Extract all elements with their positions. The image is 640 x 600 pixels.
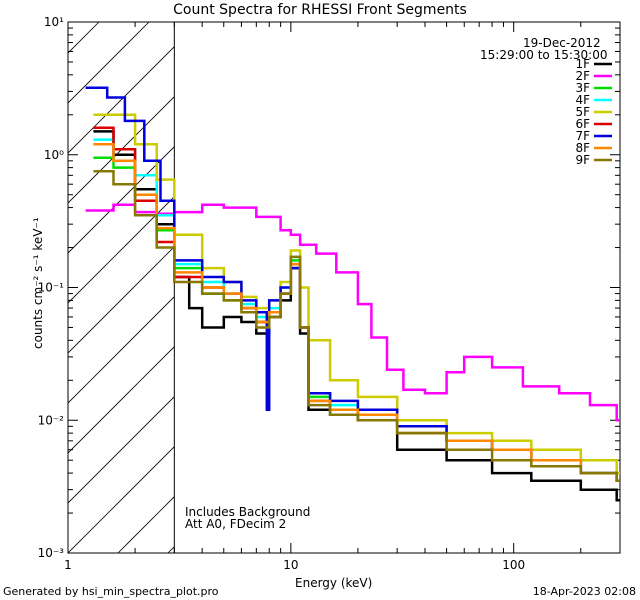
footer-generated-by: Generated by hsi_min_spectra_plot.pro [3, 585, 219, 598]
y-tick-label: 10⁰ [44, 148, 64, 162]
legend-label-5F: 5F [575, 105, 590, 119]
legend-label-9F: 9F [575, 153, 590, 167]
hatch-line [68, 196, 175, 304]
hatch-line [68, 46, 175, 154]
legend-label-2F: 2F [575, 69, 590, 83]
y-axis-label: counts cm⁻² s⁻¹ keV⁻¹ [31, 217, 45, 349]
series-8F [93, 142, 620, 483]
hatch-line [68, 96, 175, 204]
x-tick-label: 100 [502, 558, 525, 572]
chart-title: Count Spectra for RHESSI Front Segments [173, 2, 467, 18]
legend-label-7F: 7F [575, 129, 590, 143]
legend-label-8F: 8F [575, 141, 590, 155]
hatch-line [167, 546, 175, 553]
hatch-line [68, 246, 175, 354]
legend-label-4F: 4F [575, 93, 590, 107]
y-tick-label: 10⁻² [38, 413, 65, 427]
series-4F [93, 138, 620, 483]
chart-date: 19-Dec-2012 [523, 36, 601, 50]
legend-label-1F: 1F [575, 57, 590, 71]
y-tick-label: 10¹ [44, 15, 64, 29]
footer-timestamp: 18-Apr-2023 02:08 [532, 585, 636, 598]
hatch-line [68, 446, 175, 553]
y-tick-label: 10⁻³ [38, 546, 65, 560]
series-7F [85, 86, 620, 483]
legend-label-3F: 3F [575, 81, 590, 95]
x-axis-label: Energy (keV) [295, 576, 373, 590]
series-1F [93, 130, 620, 502]
plot-frame [67, 21, 621, 554]
series-9F [93, 170, 620, 483]
series-2F [85, 203, 620, 422]
annotation-attenuator: Att A0, FDecim 2 [185, 517, 287, 531]
chart-time-range: 15:29:00 to 15:30:00 [480, 48, 608, 62]
hatch-line [68, 396, 175, 504]
hatch-line [117, 496, 175, 553]
legend-label-6F: 6F [575, 117, 590, 131]
x-tick-label: 1 [64, 558, 72, 572]
x-tick-label: 10 [283, 558, 298, 572]
annotation-background: Includes Background [185, 505, 311, 519]
series-3F [93, 156, 620, 483]
y-tick-label: 10⁻¹ [38, 281, 65, 295]
